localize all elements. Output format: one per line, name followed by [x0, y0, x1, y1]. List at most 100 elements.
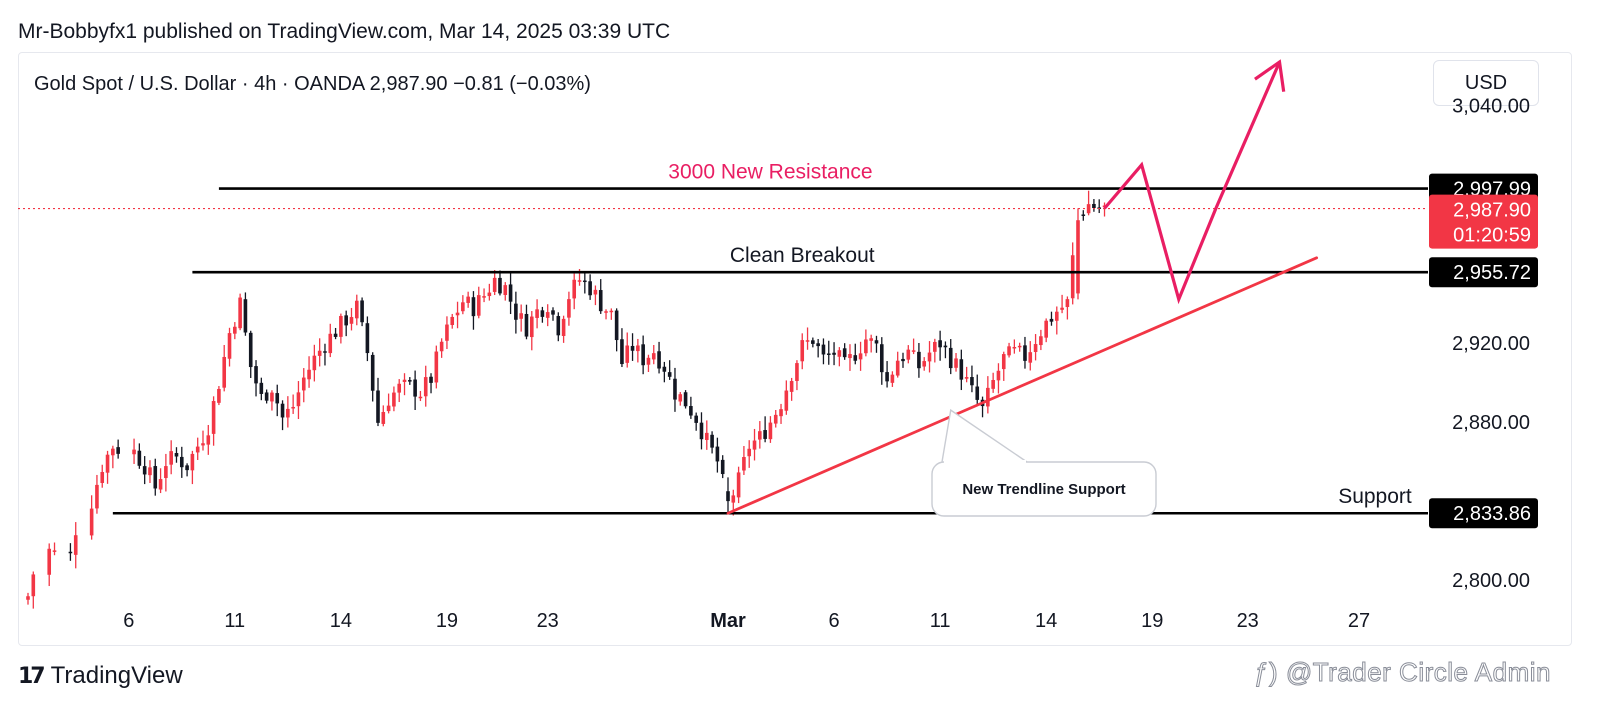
candle-body [217, 388, 221, 403]
candle-body [1017, 345, 1022, 348]
candle-body [492, 277, 497, 292]
time-tick-label: 19 [1141, 610, 1163, 632]
tradingview-logo[interactable]: 17 TradingView [18, 662, 183, 690]
candle-body [1039, 336, 1043, 346]
candle-body [142, 466, 147, 475]
candle-body [678, 394, 683, 402]
candle-body [381, 411, 386, 424]
candle-body [673, 378, 677, 400]
candle-body [996, 370, 1001, 381]
time-tick-label: 11 [224, 610, 245, 632]
candle-body [906, 349, 911, 360]
candle-body [259, 382, 264, 394]
candle-body [1001, 354, 1006, 370]
candle-body [413, 379, 417, 397]
level-annotation: Support [1338, 485, 1412, 508]
candle-body [503, 285, 508, 296]
time-axis[interactable]: 6 11 14 19 23 Mar 6 11 14 19 23 27 [123, 610, 1370, 632]
candle-body [795, 363, 799, 381]
candle-body [948, 347, 953, 369]
candle-body [508, 284, 513, 302]
candle-body [879, 344, 884, 373]
candle-body [206, 435, 211, 445]
candle-body [402, 379, 407, 382]
candle-body [784, 390, 789, 411]
trendline[interactable] [726, 256, 1319, 515]
candle-body [450, 316, 455, 326]
candle-body [296, 392, 301, 407]
candle-body [736, 472, 741, 498]
candle-body [959, 359, 964, 380]
price-tick-label: 2,880.00 [1452, 412, 1530, 434]
candle-body [439, 341, 444, 352]
candle-body [333, 333, 338, 337]
candle-body [365, 323, 370, 354]
candle-body [572, 279, 577, 299]
time-tick-label: Mar [710, 610, 746, 632]
levels: 3000 New Resistance Clean Breakout Support [18, 161, 1428, 515]
candle-body [720, 459, 725, 475]
candle-body [556, 316, 561, 336]
candle-body [349, 317, 354, 324]
candle-body [89, 508, 94, 536]
price-axis[interactable]: 3,040.002,920.002,880.002,800.002,997.99… [1429, 96, 1538, 593]
candle-body [482, 296, 486, 298]
candle-body [105, 454, 110, 473]
level-price-tag [1429, 257, 1538, 288]
candle-body [837, 350, 842, 357]
candle-body [752, 440, 757, 450]
candle-body [636, 345, 640, 352]
chart-frame [18, 52, 1572, 646]
candle-body [52, 550, 57, 552]
candle-body [651, 353, 656, 360]
candle-body [498, 277, 502, 294]
projection-path[interactable] [1103, 61, 1281, 305]
candle-body [291, 406, 295, 409]
currency-button[interactable]: USD [1433, 60, 1539, 106]
candle-body [699, 422, 704, 440]
time-tick-label: 23 [537, 610, 559, 632]
candle-body [201, 443, 205, 446]
candle-body [418, 396, 423, 399]
candle-body [514, 303, 518, 320]
candle-body [848, 354, 852, 359]
candle-body [545, 312, 550, 318]
candle-body [826, 353, 831, 355]
candle-body [339, 315, 343, 337]
candle-body [195, 446, 200, 453]
time-tick-label: 27 [1348, 610, 1370, 632]
price-tick-label: 3,040.00 [1452, 96, 1530, 118]
candle-body [248, 332, 253, 368]
candle-body [805, 340, 810, 342]
candle-body [26, 596, 30, 600]
candle-body [280, 403, 285, 418]
candle-body [933, 341, 937, 352]
trendline-support-callout[interactable]: New Trendline Support [931, 408, 1157, 517]
candle-body [604, 311, 608, 313]
current-price-tag [1429, 194, 1538, 249]
candle-body [583, 280, 587, 283]
candle-body [132, 449, 136, 455]
time-tick-label: 14 [330, 610, 352, 632]
candle-body [689, 406, 693, 416]
candle-body [885, 372, 889, 382]
candle-body [328, 333, 333, 354]
candle-body [1023, 345, 1027, 361]
candle-body [1060, 307, 1064, 310]
candle-body [964, 377, 969, 379]
candle-body [789, 381, 794, 392]
candle-body [758, 431, 762, 440]
candle-body [1049, 318, 1054, 322]
candle-body [561, 318, 566, 336]
candle-body [429, 376, 433, 383]
candle-body [270, 392, 274, 402]
candle-body [1065, 299, 1070, 308]
time-tick-label: 6 [828, 610, 839, 632]
candle-body [588, 281, 592, 296]
candle-body [519, 313, 523, 319]
candle-body [567, 299, 571, 318]
candle-body [853, 355, 858, 361]
candle-body [747, 448, 752, 457]
candle-body [874, 340, 879, 344]
